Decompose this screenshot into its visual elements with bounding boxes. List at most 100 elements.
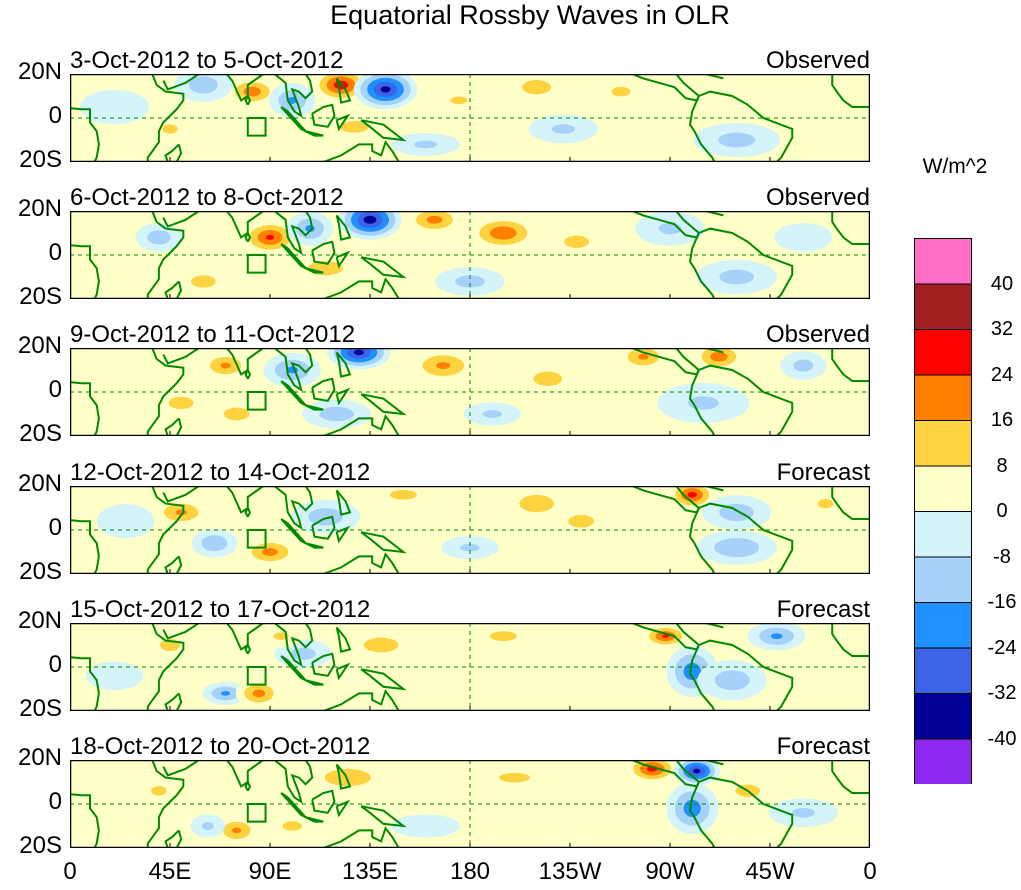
coastline [631,74,701,102]
olr-anomaly-contour [319,407,354,422]
coastline [335,77,352,104]
olr-anomaly-contour [252,689,266,698]
colorbar-swatch [914,329,972,376]
colorbar-swatch [914,511,972,558]
coastline [360,805,407,828]
olr-anomaly-contour [817,498,834,508]
colorbar-swatch [914,602,972,649]
coastline [146,485,185,574]
lat-label: 20N [17,332,62,360]
coastline [70,107,100,162]
coastline [688,232,716,300]
forecast-panel: 6-Oct-2012 to 8-Oct-2012 Observed 20N 0 20S [0,185,1021,322]
lat-label: 20S [19,283,62,311]
lat-label: 0 [48,650,62,678]
colorbar-level-label: -16 [987,591,1017,613]
coastline [280,380,307,407]
forecast-panel: 15-Oct-2012 to 17-Oct-2012 Forecast 20N 0 20… [0,596,1021,734]
olr-anomaly-contour [426,216,443,224]
coastline [322,826,400,848]
panel-period: 18-Oct-2012 to 20-Oct-2012 [70,733,371,760]
olr-anomaly-contour [710,352,728,362]
coastline [244,642,252,655]
coastline [225,622,264,651]
coastline [280,106,307,133]
olr-anomaly-map [70,760,870,848]
coastline [244,230,252,243]
colorbar-level-label: 0 [996,500,1008,522]
index-region-box [246,254,267,274]
coastline [360,668,407,691]
olr-anomaly-contour [774,223,833,252]
coastline [244,368,252,380]
coastline [631,348,701,376]
coastline [360,530,407,553]
index-region-box [246,665,267,686]
coastline [335,214,352,242]
coastline [335,489,352,516]
coastline [164,692,183,711]
lat-label: 20N [17,744,62,771]
lat-label: 20S [19,557,62,585]
coastline [162,622,200,640]
olr-anomaly-map [70,211,870,300]
forecast-panel: 12-Oct-2012 to 14-Oct-2012 Forecast 20N 0 20… [0,459,1021,597]
coastline [322,277,400,300]
panel-period: 3-Oct-2012 to 5-Oct-2012 [70,47,344,74]
olr-anomaly-contour [718,132,756,148]
colorbar-swatch [914,374,972,421]
coastline [70,793,100,848]
coastline [698,227,794,300]
coastline [164,280,183,300]
olr-anomaly-contour [638,354,649,361]
olr-anomaly-map [70,485,870,574]
olr-anomaly-contour [770,633,783,639]
coastline [146,760,185,848]
olr-anomaly-contour [188,76,218,94]
coastline [70,381,100,437]
coastline [162,760,200,777]
coastline [273,760,314,805]
coastline [322,551,400,574]
coastline [322,414,400,437]
coastline [305,404,324,411]
coastline [698,90,794,162]
olr-anomaly-contour [265,235,275,241]
olr-anomaly-contour [533,372,563,387]
coastline [322,688,400,711]
lon-label: 90W [645,858,695,885]
coastline [688,781,716,848]
olr-anomaly-contour [380,86,391,93]
lon-label: 180 [449,858,491,885]
lon-label: 45E [148,858,192,885]
coastline [146,622,185,711]
colorbar-level-label: 16 [990,409,1014,431]
colorbar-level-label: -40 [987,727,1017,750]
coastline [311,789,336,814]
olr-anomaly-contour [363,215,377,224]
lat-label: 0 [48,239,62,267]
olr-anomaly-contour [507,265,566,289]
lat-label: 0 [48,788,62,815]
coastline [70,244,100,300]
coastline [688,369,716,437]
forecast-panel: 9-Oct-2012 to 11-Oct-2012 Observed 20N 0 20S [0,322,1021,459]
lon-label: 90E [248,858,292,885]
olr-anomaly-contour [282,821,302,831]
coastline [244,779,252,792]
coastline [831,348,870,383]
coastline [698,639,794,711]
olr-anomaly-contour [785,670,844,699]
olr-anomaly-contour [455,275,485,288]
coastline [164,555,183,574]
colorbar-level-label: -8 [993,545,1011,568]
index-region-box [246,391,267,411]
coastline [360,393,407,416]
coastline [360,256,407,279]
lon-label: 45W [745,858,795,885]
lat-label: 20S [19,694,62,722]
olr-anomaly-contour [340,121,369,133]
olr-anomaly-contour [262,547,278,556]
lat-label: 20N [17,606,62,634]
coastline [225,74,264,102]
